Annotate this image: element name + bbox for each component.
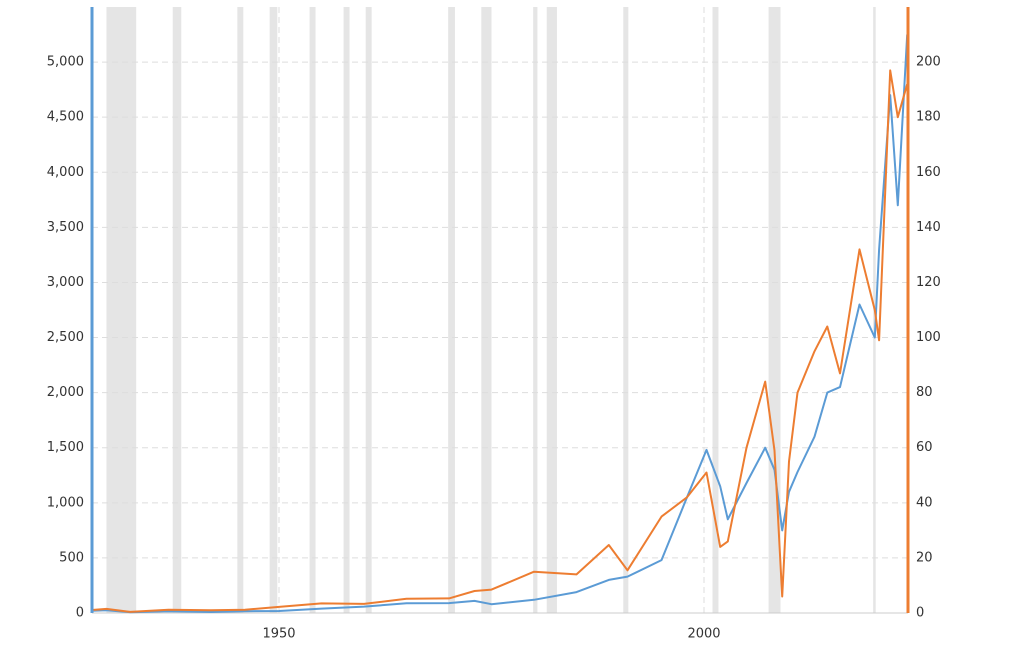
recession-band bbox=[237, 7, 244, 613]
x-tick-label: 1950 bbox=[262, 627, 295, 642]
recession-band bbox=[309, 7, 316, 613]
y-tick-label: 500 bbox=[59, 550, 84, 565]
y2-tick-label: 140 bbox=[916, 220, 941, 235]
y-tick-label: 3,000 bbox=[47, 275, 84, 290]
y2-tick-label: 200 bbox=[916, 55, 941, 70]
recession-band bbox=[481, 7, 492, 613]
recession-band bbox=[768, 7, 781, 613]
y-tick-label: 4,500 bbox=[47, 110, 84, 125]
y2-tick-label: 80 bbox=[916, 385, 933, 400]
y-tick-label: 1,500 bbox=[47, 440, 84, 455]
recession-band bbox=[106, 7, 137, 613]
recession-band bbox=[448, 7, 455, 613]
y-tick-label: 2,500 bbox=[47, 330, 84, 345]
y2-tick-label: 120 bbox=[916, 275, 941, 290]
y2-tick-label: 180 bbox=[916, 110, 941, 125]
y2-tick-label: 40 bbox=[916, 495, 933, 510]
y2-tick-label: 100 bbox=[916, 330, 941, 345]
y-tick-label: 3,500 bbox=[47, 220, 84, 235]
y-tick-label: 2,000 bbox=[47, 385, 84, 400]
y2-tick-label: 20 bbox=[916, 550, 933, 565]
recession-band bbox=[269, 7, 278, 613]
y2-tick-label: 0 bbox=[916, 606, 924, 621]
recession-band bbox=[533, 7, 538, 613]
y-tick-label: 4,000 bbox=[47, 165, 84, 180]
recession-band bbox=[172, 7, 182, 613]
y-tick-label: 1,000 bbox=[47, 495, 84, 510]
y2-tick-label: 160 bbox=[916, 165, 941, 180]
x-tick-label: 2000 bbox=[687, 627, 720, 642]
series-line bbox=[91, 69, 909, 613]
y-tick-label: 0 bbox=[76, 606, 84, 621]
y2-tick-label: 60 bbox=[916, 440, 933, 455]
recession-band bbox=[546, 7, 557, 613]
recession-band bbox=[365, 7, 372, 613]
recession-band bbox=[343, 7, 350, 613]
recession-band bbox=[623, 7, 629, 613]
y-tick-label: 5,000 bbox=[47, 55, 84, 70]
recession-band bbox=[712, 7, 719, 613]
